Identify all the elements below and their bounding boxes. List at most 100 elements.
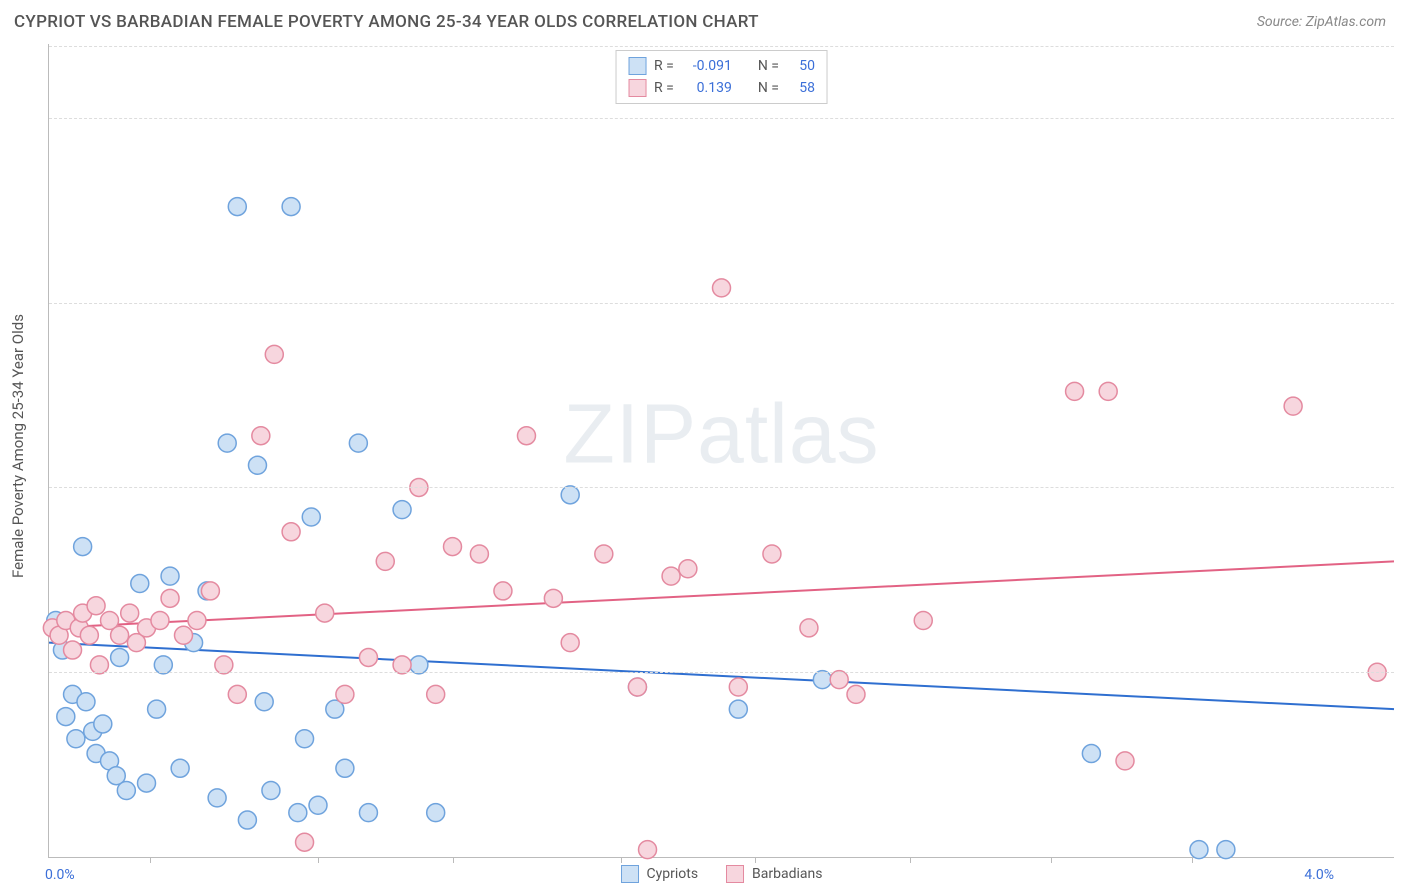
data-point xyxy=(763,545,781,563)
data-point xyxy=(121,604,139,622)
gridline xyxy=(49,487,1394,488)
y-axis-title: Female Poverty Among 25-34 Year Olds xyxy=(9,314,27,578)
data-point xyxy=(64,641,82,659)
data-point xyxy=(131,575,149,593)
gridline xyxy=(49,46,1394,47)
data-point xyxy=(713,279,731,297)
scatter-svg xyxy=(49,44,1394,857)
data-point xyxy=(1082,745,1100,763)
data-point xyxy=(427,685,445,703)
legend-r-value: 0.139 xyxy=(682,77,732,99)
legend-item: Cypriots xyxy=(621,865,699,883)
data-point xyxy=(494,582,512,600)
data-point xyxy=(309,796,327,814)
data-point xyxy=(218,434,236,452)
data-point xyxy=(74,538,92,556)
data-point xyxy=(1099,382,1117,400)
data-point xyxy=(282,523,300,541)
data-point xyxy=(561,486,579,504)
data-point xyxy=(830,671,848,689)
data-point xyxy=(639,841,657,859)
legend-swatch xyxy=(628,79,646,97)
gridline xyxy=(49,303,1394,304)
data-point xyxy=(662,567,680,585)
data-point xyxy=(561,634,579,652)
x-tick xyxy=(621,857,622,863)
data-point xyxy=(161,589,179,607)
data-point xyxy=(393,656,411,674)
chart-plot-area: ZIPatlas R =-0.091N =50R =0.139N =58 0.0… xyxy=(48,44,1394,858)
x-tick xyxy=(453,857,454,863)
data-point xyxy=(117,781,135,799)
data-point xyxy=(228,685,246,703)
legend-row: R =0.139N =58 xyxy=(628,77,815,99)
data-point xyxy=(847,685,865,703)
legend-swatch xyxy=(726,865,744,883)
data-point xyxy=(252,427,270,445)
data-point xyxy=(1284,397,1302,415)
data-point xyxy=(171,759,189,777)
data-point xyxy=(201,582,219,600)
data-point xyxy=(349,434,367,452)
data-point xyxy=(67,730,85,748)
data-point xyxy=(628,678,646,696)
data-point xyxy=(238,811,256,829)
data-point xyxy=(800,619,818,637)
data-point xyxy=(138,774,156,792)
series-legend: Cypriots Barbadians xyxy=(621,865,823,883)
data-point xyxy=(215,656,233,674)
gridline xyxy=(49,672,1394,673)
legend-series-name: Cypriots xyxy=(647,866,699,882)
data-point xyxy=(595,545,613,563)
data-point xyxy=(57,708,75,726)
data-point xyxy=(1217,841,1235,859)
data-point xyxy=(316,604,334,622)
legend-swatch xyxy=(628,57,646,75)
legend-series-name: Barbadians xyxy=(752,866,822,882)
legend-item: Barbadians xyxy=(726,865,822,883)
trend-line xyxy=(49,643,1394,710)
chart-header: CYPRIOT VS BARBADIAN FEMALE POVERTY AMON… xyxy=(0,0,1406,40)
x-tick xyxy=(910,857,911,863)
legend-n-value: 50 xyxy=(787,55,815,77)
x-tick xyxy=(150,857,151,863)
x-axis-max-label: 4.0% xyxy=(1304,867,1334,883)
data-point xyxy=(90,656,108,674)
data-point xyxy=(188,611,206,629)
data-point xyxy=(262,781,280,799)
gridline xyxy=(49,118,1394,119)
data-point xyxy=(336,759,354,777)
x-axis-min-label: 0.0% xyxy=(45,867,75,883)
data-point xyxy=(1116,752,1134,770)
trend-line xyxy=(49,561,1394,628)
data-point xyxy=(393,501,411,519)
data-point xyxy=(289,804,307,822)
data-point xyxy=(1190,841,1208,859)
data-point xyxy=(1066,382,1084,400)
data-point xyxy=(729,678,747,696)
x-tick xyxy=(1051,857,1052,863)
data-point xyxy=(410,656,428,674)
data-point xyxy=(154,656,172,674)
correlation-legend: R =-0.091N =50R =0.139N =58 xyxy=(615,50,828,104)
data-point xyxy=(336,685,354,703)
data-point xyxy=(94,715,112,733)
data-point xyxy=(151,611,169,629)
data-point xyxy=(248,456,266,474)
data-point xyxy=(282,198,300,216)
x-tick xyxy=(755,857,756,863)
data-point xyxy=(77,693,95,711)
data-point xyxy=(161,567,179,585)
chart-title: CYPRIOT VS BARBADIAN FEMALE POVERTY AMON… xyxy=(14,12,759,32)
data-point xyxy=(914,611,932,629)
data-point xyxy=(729,700,747,718)
data-point xyxy=(427,804,445,822)
data-point xyxy=(148,700,166,718)
x-tick xyxy=(318,857,319,863)
legend-swatch xyxy=(621,865,639,883)
data-point xyxy=(359,648,377,666)
legend-r-label: R = xyxy=(654,77,674,99)
data-point xyxy=(80,626,98,644)
data-point xyxy=(544,589,562,607)
data-point xyxy=(111,648,129,666)
